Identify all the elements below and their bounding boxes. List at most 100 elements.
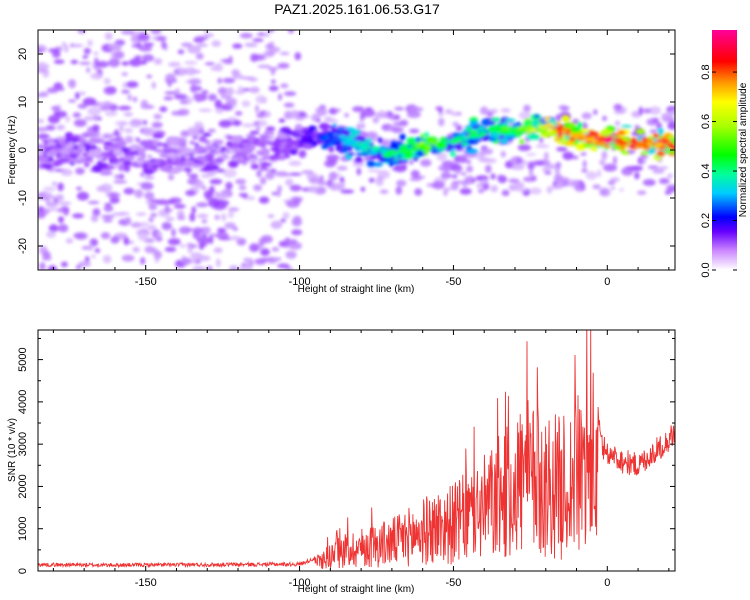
spectrogram-speckle <box>178 67 186 76</box>
spectrogram-speckle <box>97 117 102 121</box>
spectrogram-blob <box>298 138 305 144</box>
spectrogram-blob <box>129 162 136 167</box>
spectrogram-blob <box>78 139 88 144</box>
spectrogram-speckle <box>134 189 144 199</box>
spectrogram-core <box>460 138 469 141</box>
spectrogram-blob <box>271 148 283 152</box>
spectrogram-blob <box>582 143 593 148</box>
x-tick-label: -100 <box>289 276 311 288</box>
spectrogram-speckle <box>599 187 610 193</box>
spectrogram-blob <box>652 133 660 138</box>
spectrogram-speckle <box>70 44 84 48</box>
spectrogram-speckle <box>500 108 511 113</box>
spectrogram-speckle <box>257 64 272 69</box>
spectrogram-speckle <box>114 174 121 180</box>
spectrogram-speckle <box>194 35 209 41</box>
colorbar-tick-label: 0.4 <box>700 163 712 178</box>
spectrogram-speckle <box>224 222 236 229</box>
spectrogram-speckle <box>151 121 163 129</box>
spectrogram-speckle <box>377 170 390 179</box>
spectrogram-speckle <box>514 188 529 192</box>
spectrogram-core <box>599 136 608 140</box>
spectrogram-speckle <box>124 216 132 224</box>
spectrogram-speckle <box>236 238 247 246</box>
spectrogram-speckle <box>65 115 71 123</box>
spectrogram-speckle <box>324 159 336 168</box>
spectrogram-core <box>351 139 359 143</box>
spectrogram-speckle <box>556 146 568 152</box>
spectrogram-speckle <box>173 94 188 100</box>
spectrogram-speckle <box>114 120 129 126</box>
spectrogram-blob <box>162 166 168 171</box>
spectrogram-speckle <box>581 183 586 191</box>
spectrogram-speckle <box>294 52 302 61</box>
spectrogram-speckle <box>64 44 69 53</box>
spectrogram-speckle <box>184 60 198 65</box>
spectrogram-speckle <box>136 41 142 50</box>
snr-x-tick-label: -100 <box>289 577 311 589</box>
spectrogram-blob <box>181 148 189 153</box>
spectrogram-speckle <box>326 154 340 161</box>
spectrogram-core <box>328 135 334 139</box>
spectrogram-speckle <box>255 104 259 113</box>
spectrogram-blob <box>212 139 224 145</box>
spectrogram-speckle <box>100 232 111 240</box>
spectrogram-speckle <box>229 265 239 270</box>
spectrogram-speckle <box>360 186 366 192</box>
spectrogram-speckle <box>161 222 172 231</box>
spectrogram-speckle <box>68 99 77 103</box>
spectrogram-core <box>558 131 563 136</box>
spectrogram-blob <box>570 125 579 134</box>
spectrogram-speckle <box>144 191 155 200</box>
spectrogram-speckle <box>490 185 499 193</box>
spectrogram-speckle <box>455 169 462 175</box>
spectrogram-core <box>514 128 520 133</box>
spectrogram-speckle <box>352 106 365 113</box>
spectrogram-speckle <box>123 112 133 117</box>
spectrogram-speckle <box>271 79 276 84</box>
spectrogram-core <box>631 141 641 146</box>
spectrogram-speckle <box>562 151 574 161</box>
spectrogram-speckle <box>121 254 135 262</box>
spectrogram-speckle <box>167 81 172 87</box>
spectrogram-speckle <box>78 261 91 267</box>
spectrogram-speckle <box>235 111 243 116</box>
spectrogram-speckle <box>258 32 265 36</box>
spectrogram-speckle <box>201 186 207 190</box>
spectrogram-core <box>403 150 412 154</box>
spectrogram-core <box>646 138 653 143</box>
spectrogram-speckle <box>555 114 561 123</box>
spectrogram-speckle <box>102 255 112 264</box>
spectrogram-blob <box>249 130 260 135</box>
spectrogram-speckle <box>140 257 146 265</box>
spectrogram-speckle <box>119 125 124 133</box>
snr-panel: -150 -100 -50 0 0 1000 2000 3000 4000 5000 Height… <box>7 329 676 595</box>
spectrogram-core <box>509 132 519 136</box>
spectrogram-speckle <box>104 32 113 41</box>
spectrogram-speckle <box>641 157 646 164</box>
spectrogram-speckle <box>328 171 338 181</box>
spectrogram-speckle <box>637 190 647 195</box>
spectrogram-core <box>586 137 590 141</box>
spectrogram-speckle <box>317 181 329 186</box>
spectrogram-speckle <box>163 96 174 101</box>
spectrogram-speckle <box>57 224 69 233</box>
spectrogram-speckle <box>308 177 321 184</box>
spectrogram-speckle <box>148 203 158 211</box>
spectrogram-speckle <box>191 206 197 214</box>
spectrogram-blob <box>580 128 589 133</box>
spectrogram-speckle <box>288 241 303 250</box>
spectrogram-speckle <box>155 199 169 205</box>
spectrogram-core <box>379 148 388 152</box>
spectrogram-speckle <box>667 121 675 130</box>
spectrogram-speckle <box>471 178 476 183</box>
spectrogram-core <box>640 140 644 143</box>
spectrogram-speckle <box>362 109 376 118</box>
spectrogram-speckle <box>197 43 209 47</box>
spectrogram-ridge <box>38 114 675 176</box>
spectrogram-speckle <box>453 148 466 152</box>
spectrogram-speckle <box>60 261 68 268</box>
spectrogram-speckle <box>241 88 251 92</box>
spectrogram-speckle <box>270 220 283 229</box>
spectrogram-core <box>411 145 415 150</box>
